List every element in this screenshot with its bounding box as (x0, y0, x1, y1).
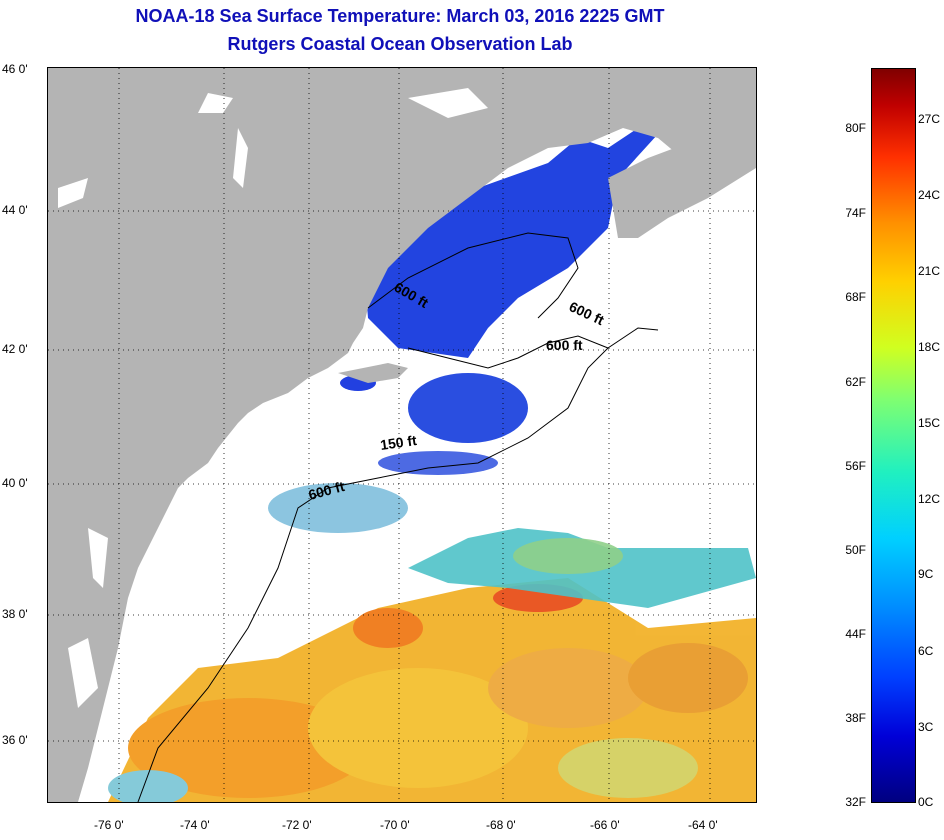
colorbar-label-80f: 80F (845, 121, 866, 135)
lat-label-36: 36 0' (2, 733, 28, 747)
contour-label-150: 150 ft (379, 432, 418, 453)
lon-label-74: -74 0' (180, 818, 210, 832)
colorbar-label-15c: 15C (918, 416, 941, 430)
lat-label-40: 40 0' (2, 476, 28, 490)
sst-warm-region (108, 578, 756, 802)
colorbar-label-12c: 12C (918, 492, 941, 506)
bathymetry-contours (137, 232, 659, 802)
colorbar-label-21c: 21C (918, 264, 941, 278)
map-subtitle: Rutgers Coastal Ocean Observation Lab (227, 34, 573, 54)
sst-transition-band (268, 483, 756, 608)
colorbar-label-18c: 18C (918, 340, 941, 354)
lon-label-72: -72 0' (282, 818, 312, 832)
sst-map: 600 ft 600 ft 600 ft 150 ft 600 ft (47, 67, 757, 803)
colorbar-label-50f: 50F (845, 543, 866, 557)
colorbar-label-68f: 68F (845, 290, 866, 304)
colorbar-label-38f: 38F (845, 711, 866, 725)
colorbar-label-44f: 44F (845, 627, 866, 641)
map-title: NOAA-18 Sea Surface Temperature: March 0… (135, 6, 665, 26)
land-masses (48, 68, 756, 802)
colorbar-label-62f: 62F (845, 375, 866, 389)
colorbar-label-9c: 9C (918, 567, 934, 581)
lat-label-46: 46 0' (2, 62, 28, 76)
lon-label-70: -70 0' (380, 818, 410, 832)
colorbar-label-32f: 32F (845, 795, 866, 809)
lat-label-38: 38 0' (2, 607, 28, 621)
lon-label-68: -68 0' (486, 818, 516, 832)
graticule (48, 68, 756, 802)
lon-label-76: -76 0' (94, 818, 124, 832)
contour-label-600-georges: 600 ft (546, 337, 583, 353)
inland-water (58, 88, 488, 708)
lon-label-64: -64 0' (688, 818, 718, 832)
lon-label-66: -66 0' (590, 818, 620, 832)
sst-cold-region (63, 123, 668, 475)
colorbar-label-56f: 56F (845, 459, 866, 473)
temperature-colorbar (871, 68, 916, 803)
colorbar-label-24c: 24C (918, 188, 941, 202)
colorbar-label-6c: 6C (918, 644, 934, 658)
colorbar-label-27c: 27C (918, 112, 941, 126)
colorbar-label-3c: 3C (918, 720, 934, 734)
contour-label-600-east: 600 ft (567, 298, 607, 328)
colorbar-label-74f: 74F (845, 206, 866, 220)
colorbar-label-0c: 0C (918, 795, 934, 809)
lat-label-42: 42 0' (2, 342, 28, 356)
lat-label-44: 44 0' (2, 203, 28, 217)
